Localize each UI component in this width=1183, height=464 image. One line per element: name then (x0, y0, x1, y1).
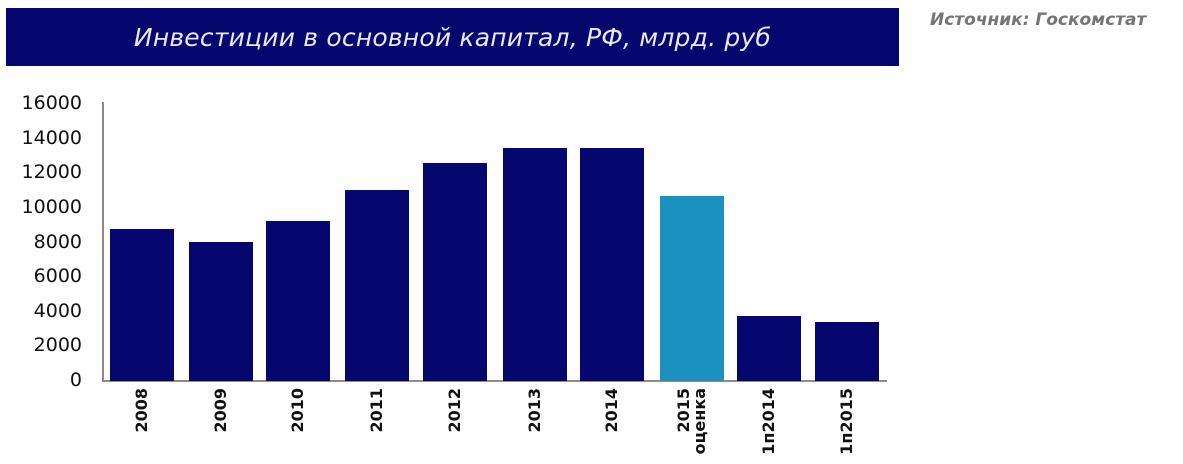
y-tick-label: 10000 (21, 195, 82, 218)
x-tick-label-text: 2013 (525, 388, 544, 433)
bar-2010 (266, 221, 330, 381)
x-tick-label-text: 2009 (211, 388, 230, 433)
x-tick-label: 2008 (110, 388, 174, 464)
x-tick-label: 2009 (189, 388, 253, 464)
x-axis-line (102, 380, 887, 382)
y-tick-label: 0 (69, 369, 82, 391)
x-tick-label-text: 1п2014 (759, 388, 778, 455)
x-tick-label: 1п2014 (737, 388, 801, 464)
x-tick-label: 2010 (266, 388, 330, 464)
x-tick-label: 2015 оценка (660, 388, 724, 464)
x-tick-label-text: 2010 (288, 388, 307, 433)
bar-2008 (110, 228, 174, 381)
x-tick-label: 2013 (503, 388, 567, 464)
chart-title: Инвестиции в основной капитал, РФ, млрд.… (133, 22, 772, 52)
y-tick-label: 6000 (33, 265, 82, 288)
y-tick-label: 8000 (33, 230, 82, 253)
x-tick-label-text: 2012 (445, 388, 464, 433)
y-axis-line (102, 102, 104, 382)
x-tick-label-text: 2008 (132, 388, 151, 433)
x-tick-label-text: 2015 оценка (674, 388, 709, 455)
y-tick-label: 14000 (21, 126, 82, 149)
x-tick-label-text: 2011 (367, 388, 386, 433)
x-tick-label: 2012 (423, 388, 487, 464)
bar-2014 (580, 147, 644, 381)
y-tick-label: 12000 (21, 161, 82, 184)
bar-2015-оценка (660, 195, 724, 381)
x-tick-label: 2014 (580, 388, 644, 464)
source-note: Источник: Госкомстат (930, 10, 1147, 30)
bar-2011 (345, 189, 409, 381)
x-tick-label-text: 1п2015 (837, 388, 856, 455)
bar-2012 (423, 163, 487, 381)
bar-2013 (503, 148, 567, 381)
x-tick-label: 1п2015 (815, 388, 879, 464)
bar-2009 (189, 241, 253, 381)
y-tick-label: 4000 (33, 299, 82, 322)
bar-1п2014 (737, 316, 801, 381)
x-tick-label: 2011 (345, 388, 409, 464)
y-tick-label: 16000 (21, 92, 82, 114)
y-tick-label: 2000 (33, 334, 82, 357)
chart-title-banner: Инвестиции в основной капитал, РФ, млрд.… (6, 8, 899, 66)
bar-1п2015 (815, 321, 879, 381)
x-tick-label-text: 2014 (602, 388, 621, 433)
